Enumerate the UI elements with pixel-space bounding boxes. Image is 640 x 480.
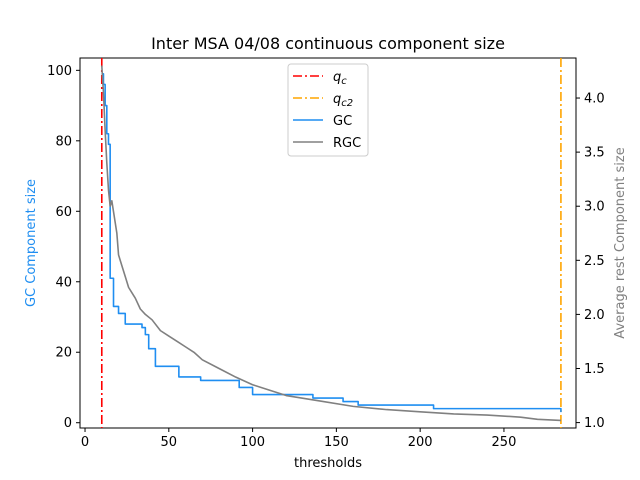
legend: qc qc2 GC RGC	[287, 63, 369, 157]
x-axis: 0 50 100 150 200 250	[81, 428, 516, 450]
left-y-tick-label: 100	[47, 64, 72, 79]
right-y-tick-label: 2.0	[584, 308, 605, 323]
x-tick-label: 50	[161, 435, 178, 450]
series-gc-line	[101, 73, 562, 413]
series-lines	[100, 65, 562, 422]
legend-gc-label: GC	[333, 114, 352, 129]
x-tick-label: 0	[81, 435, 89, 450]
right-y-tick-label: 2.5	[584, 254, 605, 269]
plot-area	[79, 57, 577, 429]
x-axis-title: thresholds	[294, 456, 362, 471]
right-y-tick-label: 1.0	[584, 416, 605, 431]
left-y-tick-label: 40	[55, 275, 72, 290]
left-y-axis-title: GC Component size	[24, 179, 39, 307]
left-y-tick-label: 0	[64, 416, 72, 431]
right-y-tick-label: 1.5	[584, 362, 605, 377]
left-y-axis: 0 20 40 60 80 100	[47, 64, 80, 431]
left-y-tick-label: 80	[55, 134, 72, 149]
right-y-axis: 1.0 1.5 2.0 2.5 3.0 3.5 4.0	[576, 92, 605, 431]
left-y-tick-label: 60	[55, 205, 72, 220]
threshold-lines	[100, 58, 562, 428]
legend-rgc-label: RGC	[333, 136, 361, 151]
right-y-tick-label: 3.5	[584, 146, 605, 161]
x-tick-label: 150	[324, 435, 349, 450]
chart-title: Inter MSA 04/08 continuous component siz…	[151, 34, 505, 53]
right-y-tick-label: 3.0	[584, 200, 605, 215]
series-rgc-line	[100, 65, 561, 422]
legend-box	[287, 63, 369, 157]
x-tick-label: 100	[240, 435, 265, 450]
legend-c-label: qc	[333, 70, 347, 87]
x-tick-label: 250	[492, 435, 517, 450]
x-tick-label: 200	[408, 435, 433, 450]
right-y-tick-label: 4.0	[584, 92, 605, 107]
right-y-axis-title: Average rest Component size	[613, 147, 628, 338]
legend-c2-label: qc2	[333, 92, 353, 109]
left-y-tick-label: 20	[55, 346, 72, 361]
